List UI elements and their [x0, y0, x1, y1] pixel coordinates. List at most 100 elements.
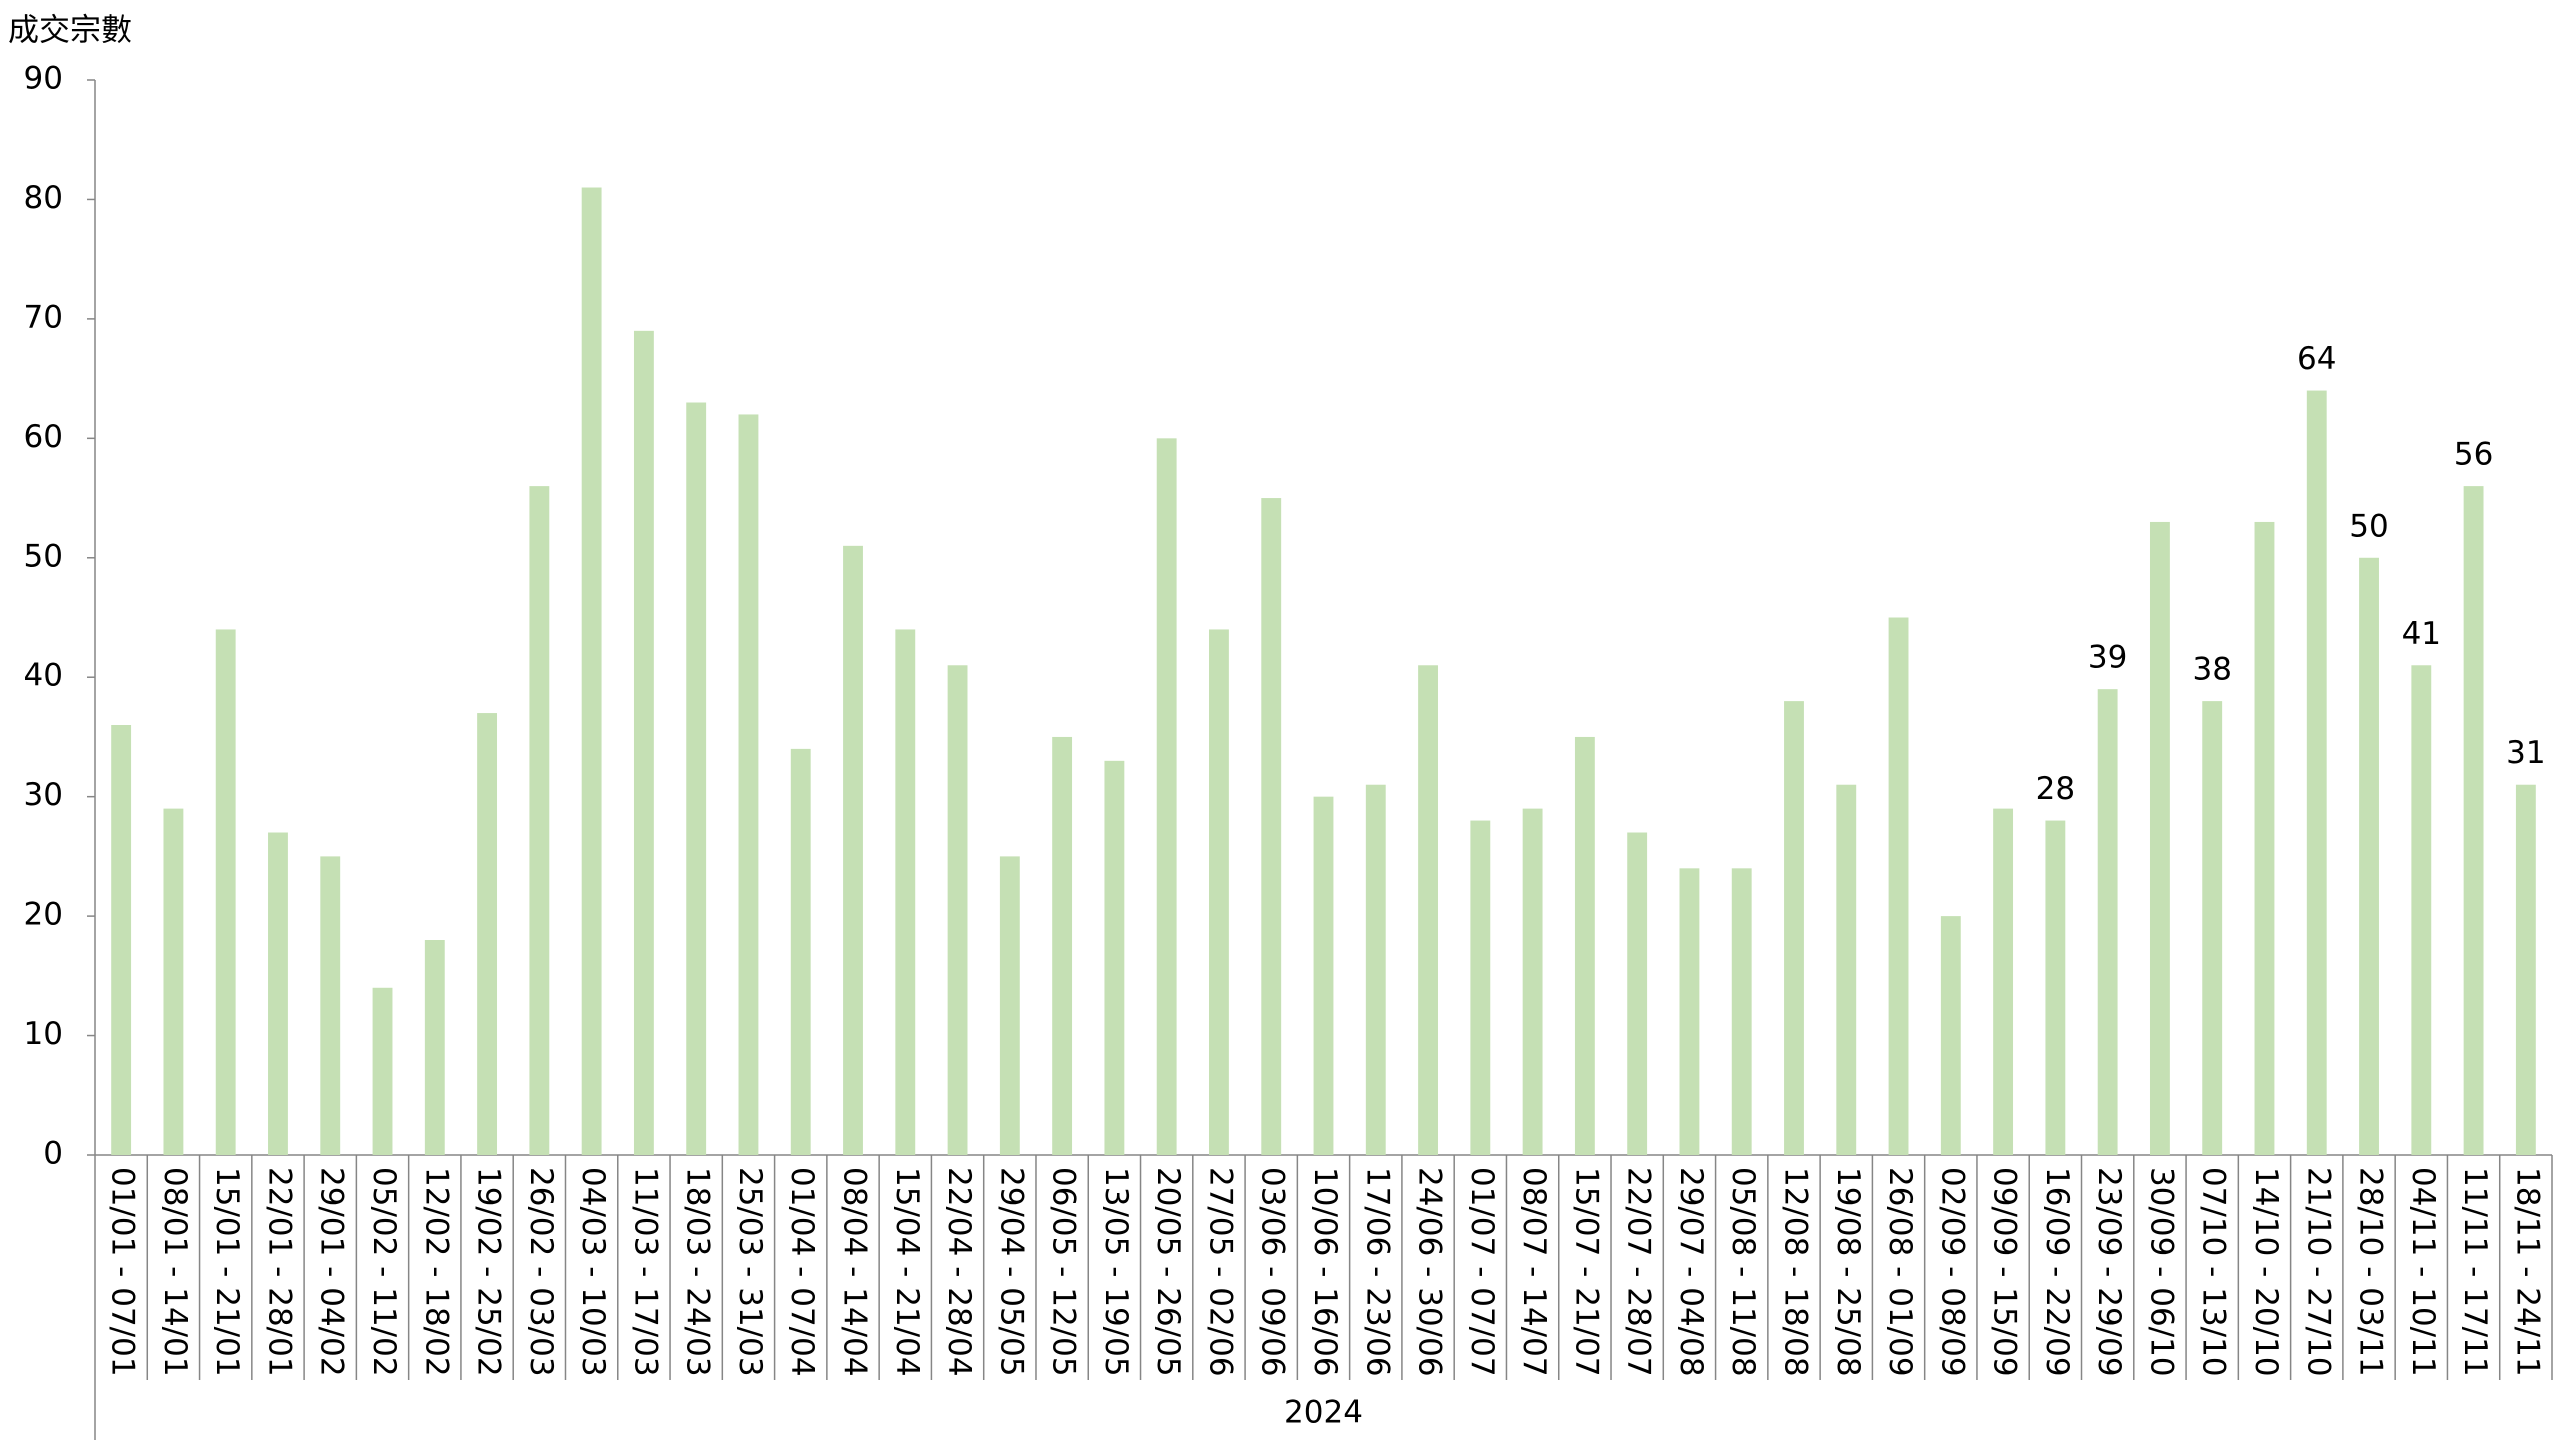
x-tick-label: 15/01 - 21/01 [209, 1167, 245, 1377]
bar [2045, 820, 2066, 1155]
x-tick-label: 22/04 - 28/04 [941, 1167, 977, 1377]
x-tick-label: 25/03 - 31/03 [732, 1167, 768, 1377]
y-tick-label: 30 [24, 777, 63, 813]
x-tick-label: 18/11 - 24/11 [2509, 1167, 2545, 1377]
x-tick-label: 19/02 - 25/02 [471, 1167, 507, 1377]
x-tick-label: 08/04 - 14/04 [837, 1167, 873, 1377]
bar [1574, 736, 1595, 1155]
bar [1104, 760, 1125, 1155]
bar [790, 748, 811, 1155]
y-axis-label: 成交宗數 [8, 13, 132, 49]
bar [738, 414, 759, 1155]
x-tick-label: 20/05 - 26/05 [1150, 1167, 1186, 1377]
x-tick-label: 16/09 - 22/09 [2039, 1167, 2075, 1377]
x-tick-label: 10/06 - 16/06 [1307, 1167, 1343, 1377]
x-tick-label: 12/02 - 18/02 [418, 1167, 454, 1377]
bar [1836, 784, 1857, 1155]
bar [2254, 521, 2275, 1155]
bar [2097, 689, 2118, 1155]
bar [2359, 557, 2379, 1155]
y-tick-label: 20 [24, 897, 63, 933]
x-tick-label: 06/05 - 12/05 [1046, 1167, 1082, 1377]
x-tick-label: 22/07 - 28/07 [1621, 1167, 1657, 1377]
x-tick-label: 14/10 - 20/10 [2248, 1167, 2284, 1377]
bar [1784, 701, 1804, 1155]
bar [1731, 868, 1752, 1155]
bar [1209, 629, 1229, 1155]
y-tick-label: 90 [24, 61, 63, 97]
y-tick-label: 70 [24, 299, 63, 335]
bar [1261, 498, 1282, 1155]
bar [1313, 796, 1334, 1155]
bar [163, 808, 184, 1155]
bar [424, 940, 445, 1155]
x-tick-label: 04/11 - 10/11 [2405, 1167, 2441, 1377]
bar [2149, 521, 2170, 1155]
bar [529, 486, 550, 1156]
x-tick-label: 07/10 - 13/10 [2196, 1167, 2232, 1377]
x-tick-label: 01/01 - 07/01 [105, 1167, 141, 1377]
x-tick-label: 05/02 - 11/02 [366, 1167, 402, 1377]
bar [1365, 784, 1386, 1155]
x-tick-label: 08/01 - 14/01 [157, 1167, 193, 1377]
x-tick-label: 04/03 - 10/03 [575, 1167, 611, 1377]
x-tick-label: 22/01 - 28/01 [261, 1167, 297, 1377]
bar [947, 665, 968, 1155]
bar [1993, 808, 2014, 1155]
x-tick-label: 26/08 - 01/09 [1882, 1167, 1918, 1377]
y-tick-label: 0 [43, 1136, 63, 1172]
x-tick-label: 26/02 - 03/03 [523, 1167, 559, 1377]
bar [111, 725, 132, 1155]
y-tick-label: 50 [24, 538, 63, 574]
bar [372, 987, 393, 1155]
bar [1679, 868, 1700, 1155]
bar [1627, 832, 1648, 1155]
data-label: 64 [2297, 341, 2336, 377]
x-tick-label: 27/05 - 02/06 [1202, 1167, 1238, 1377]
y-tick-label: 60 [24, 419, 63, 455]
x-tick-label: 12/08 - 18/08 [1777, 1167, 1813, 1377]
x-tick-label: 30/09 - 06/10 [2143, 1167, 2179, 1377]
data-label: 31 [2506, 735, 2545, 771]
x-tick-label: 11/11 - 17/11 [2457, 1167, 2493, 1377]
x-tick-label: 01/04 - 07/04 [784, 1167, 820, 1377]
x-tick-label: 18/03 - 24/03 [680, 1167, 716, 1377]
x-group-label: 2024 [1284, 1395, 1363, 1431]
bar [633, 330, 654, 1155]
x-tick-label: 08/07 - 14/07 [1516, 1167, 1552, 1377]
bar [477, 713, 498, 1155]
bar [2411, 665, 2432, 1155]
data-label: 56 [2454, 437, 2493, 473]
x-tick-label: 01/07 - 07/07 [1464, 1167, 1500, 1377]
bar [268, 832, 288, 1155]
bar [1888, 617, 1909, 1155]
bar [320, 856, 341, 1155]
bar [215, 629, 236, 1155]
bar [2202, 701, 2223, 1155]
x-tick-label: 09/09 - 15/09 [1987, 1167, 2023, 1377]
bar [2515, 784, 2536, 1155]
x-tick-label: 05/08 - 11/08 [1725, 1167, 1761, 1377]
x-tick-label: 24/06 - 30/06 [1412, 1167, 1448, 1377]
bar [1156, 438, 1177, 1155]
x-tick-label: 21/10 - 27/10 [2300, 1167, 2336, 1377]
data-label: 39 [2088, 640, 2127, 676]
x-tick-label: 17/06 - 23/06 [1359, 1167, 1395, 1377]
x-tick-label: 03/06 - 09/06 [1255, 1167, 1291, 1377]
data-label: 50 [2349, 508, 2388, 544]
x-tick-label: 15/04 - 21/04 [889, 1167, 925, 1377]
bar [1470, 820, 1491, 1155]
bar [895, 629, 916, 1155]
bar [1940, 916, 1961, 1155]
bar [2463, 486, 2484, 1156]
data-label: 38 [2192, 652, 2231, 688]
bar [999, 856, 1020, 1155]
x-tick-label: 28/10 - 03/11 [2353, 1167, 2389, 1377]
bar [843, 545, 863, 1155]
bar [1522, 808, 1543, 1155]
x-tick-label: 29/07 - 04/08 [1673, 1167, 1709, 1377]
x-tick-label: 02/09 - 08/09 [1934, 1167, 1970, 1377]
x-tick-label: 11/03 - 17/03 [627, 1167, 663, 1377]
bar [2306, 390, 2327, 1155]
